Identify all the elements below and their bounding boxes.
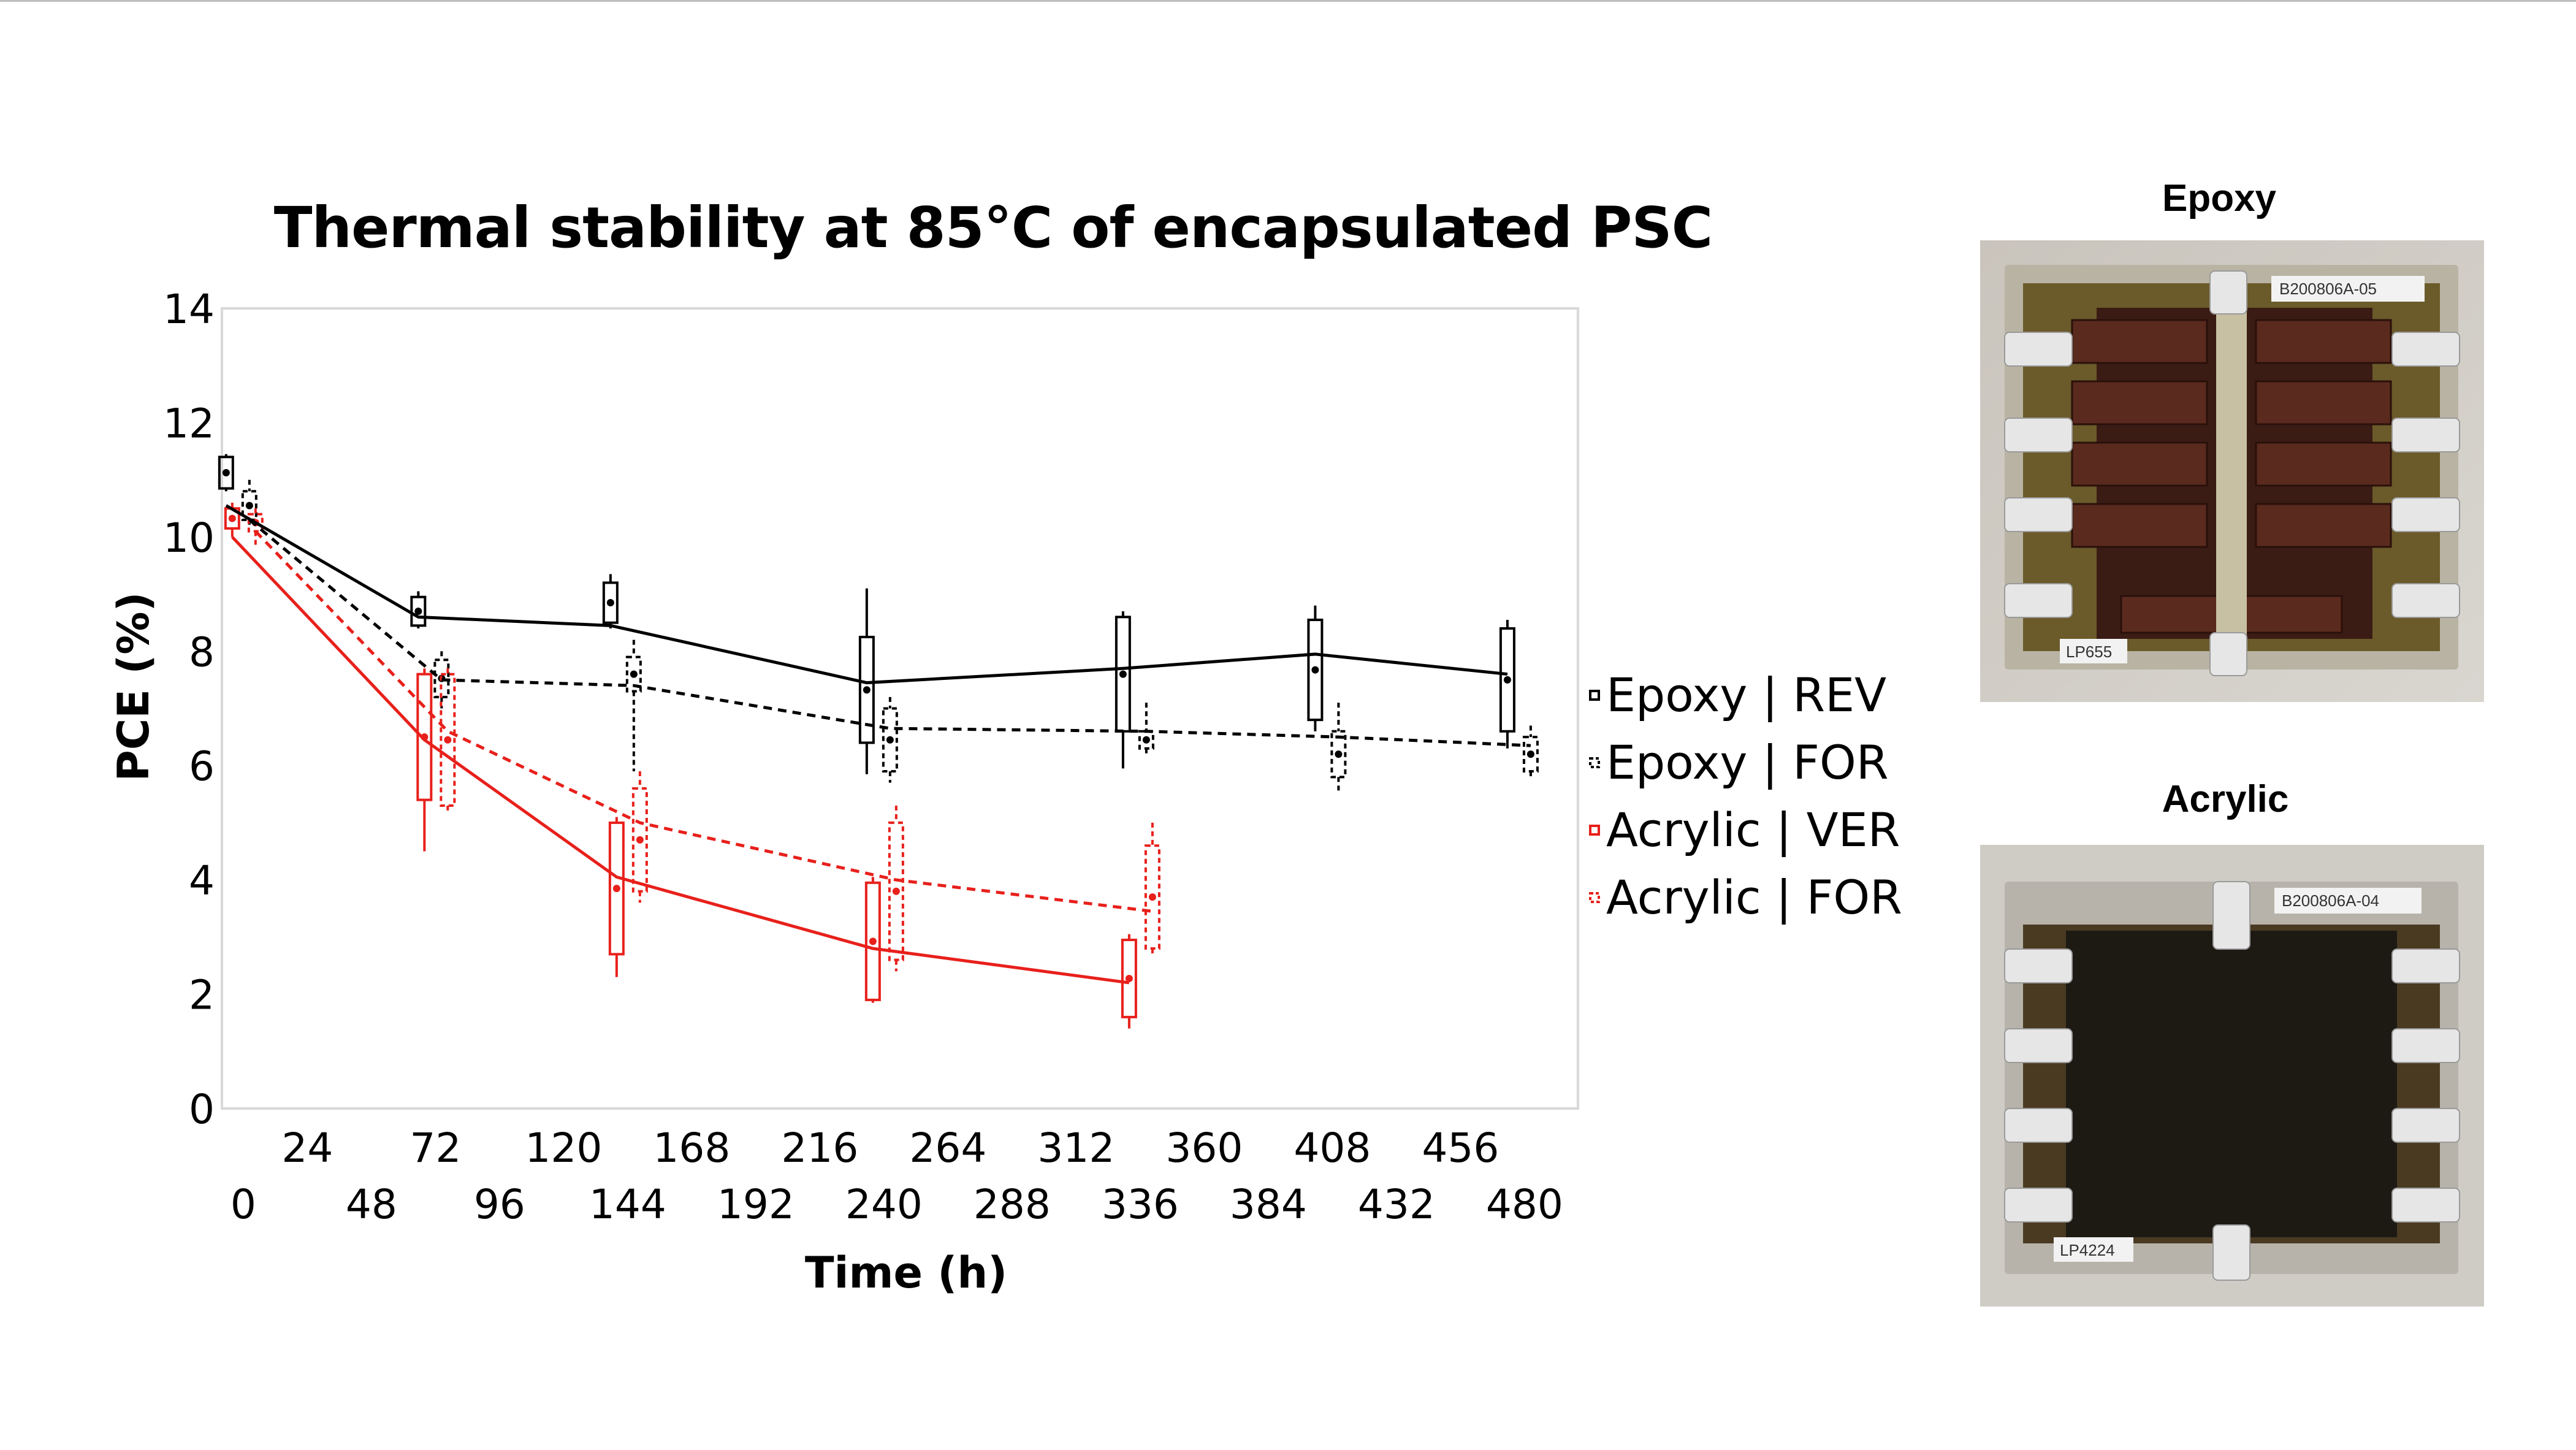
series-line: [231, 536, 1130, 985]
x-tick-label: 144: [589, 1181, 666, 1228]
box-mean-point: [414, 608, 422, 616]
box-mean-point: [1119, 670, 1127, 678]
line-layer: [225, 504, 1531, 985]
x-tick-label: 72: [410, 1124, 461, 1172]
x-tick-label: 312: [1037, 1124, 1115, 1172]
x-tick-label: 264: [909, 1124, 986, 1172]
box-plot: [1330, 730, 1347, 779]
legend-marker-icon: [1589, 892, 1600, 903]
y-tick-label: 12: [163, 400, 215, 447]
y-tick-label: 8: [189, 628, 215, 676]
x-tick-label: 480: [1486, 1181, 1563, 1228]
x-tick-label: 408: [1294, 1124, 1371, 1172]
legend-marker-icon: [1589, 825, 1600, 836]
box-mean-point: [892, 887, 900, 895]
box-mean-point: [1311, 666, 1319, 674]
x-tick-label: 384: [1230, 1181, 1307, 1228]
legend-label: Acrylic | VER: [1606, 802, 1900, 857]
epoxy-id-tag: B200806A-05: [2279, 280, 2377, 298]
acrylic-photo-label: Acrylic: [2162, 778, 2289, 820]
box-mean-point: [1125, 974, 1133, 982]
series-line: [225, 504, 1508, 685]
y-axis-title: PCE (%): [109, 592, 159, 782]
x-tick-label: 120: [525, 1124, 602, 1172]
x-tick-label: 192: [717, 1181, 795, 1228]
box-plot: [241, 490, 257, 521]
box-mean-point: [863, 686, 871, 694]
box-mean-point: [1148, 893, 1156, 901]
box-mean-point: [869, 937, 877, 945]
y-tick-label: 2: [189, 972, 215, 1019]
axes-layer: [221, 307, 1579, 1110]
box-mean-point: [228, 514, 236, 522]
top-divider: [0, 0, 2576, 2]
series-line: [254, 530, 1153, 913]
x-tick-label: 96: [474, 1181, 525, 1228]
box-mean-point: [222, 468, 230, 476]
x-tick-label: 360: [1165, 1124, 1243, 1172]
legend-item-acrylic-for: Acrylic | FOR: [1588, 863, 1902, 931]
x-tick-label: 48: [346, 1181, 397, 1228]
acrylic-lp-tag: LP4224: [2060, 1241, 2115, 1259]
epoxy-device-photo: B200806A-05 LP655: [1980, 240, 2484, 702]
acrylic-id-tag: B200806A-04: [2282, 891, 2379, 910]
x-tick-label: 24: [281, 1124, 333, 1172]
box-mean-point: [1335, 750, 1343, 758]
series-line: [248, 518, 1531, 747]
y-tick-label: 6: [189, 743, 215, 790]
box-plot: [882, 707, 898, 773]
box-layer: [218, 454, 1539, 1029]
legend-item-epoxy-for: Epoxy | FOR: [1588, 728, 1902, 796]
x-axis-title: Time (h): [805, 1248, 1007, 1298]
x-tick-label: 0: [231, 1181, 256, 1228]
box-mean-point: [444, 736, 452, 744]
box-mean-point: [245, 502, 253, 509]
box-mean-point: [636, 836, 644, 844]
y-tick-label: 0: [189, 1086, 215, 1133]
legend-item-epoxy-rev: Epoxy | REV: [1588, 661, 1902, 728]
x-tick-label: 336: [1102, 1181, 1179, 1228]
y-tick-label: 10: [163, 514, 215, 562]
legend-marker-icon: [1589, 757, 1600, 768]
box-mean-point: [1526, 750, 1534, 758]
box-mean-point: [606, 599, 614, 607]
y-tick-label: 14: [163, 286, 215, 333]
box-plot: [440, 673, 456, 807]
epoxy-photo-label: Epoxy: [2162, 177, 2277, 219]
box-mean-point: [630, 670, 638, 678]
legend: Epoxy | REV Epoxy | FOR Acrylic | VER Ac…: [1588, 661, 1902, 931]
x-tick-label: 456: [1422, 1124, 1499, 1172]
acrylic-device-photo: B200806A-04 LP4224: [1980, 845, 2484, 1307]
box-mean-point: [886, 736, 894, 744]
legend-label: Epoxy | FOR: [1606, 735, 1889, 790]
epoxy-lp-tag: LP655: [2066, 643, 2112, 661]
x-tick-label: 216: [781, 1124, 858, 1172]
box-mean-point: [1142, 736, 1150, 744]
box-mean-point: [612, 885, 620, 893]
y-tick-label: 4: [189, 857, 215, 904]
x-tick-label: 168: [653, 1124, 730, 1172]
legend-label: Epoxy | REV: [1606, 667, 1887, 722]
legend-label: Acrylic | FOR: [1606, 869, 1902, 925]
plot-area-frame: [221, 307, 1579, 1110]
x-tick-label: 432: [1358, 1181, 1435, 1228]
x-tick-label: 288: [974, 1181, 1051, 1228]
legend-item-acrylic-ver: Acrylic | VER: [1588, 796, 1902, 863]
box-mean-point: [1503, 676, 1511, 684]
legend-marker-icon: [1589, 690, 1600, 701]
chart-title: Thermal stability at 85°C of encapsulate…: [273, 195, 1713, 261]
x-tick-label: 240: [845, 1181, 923, 1228]
